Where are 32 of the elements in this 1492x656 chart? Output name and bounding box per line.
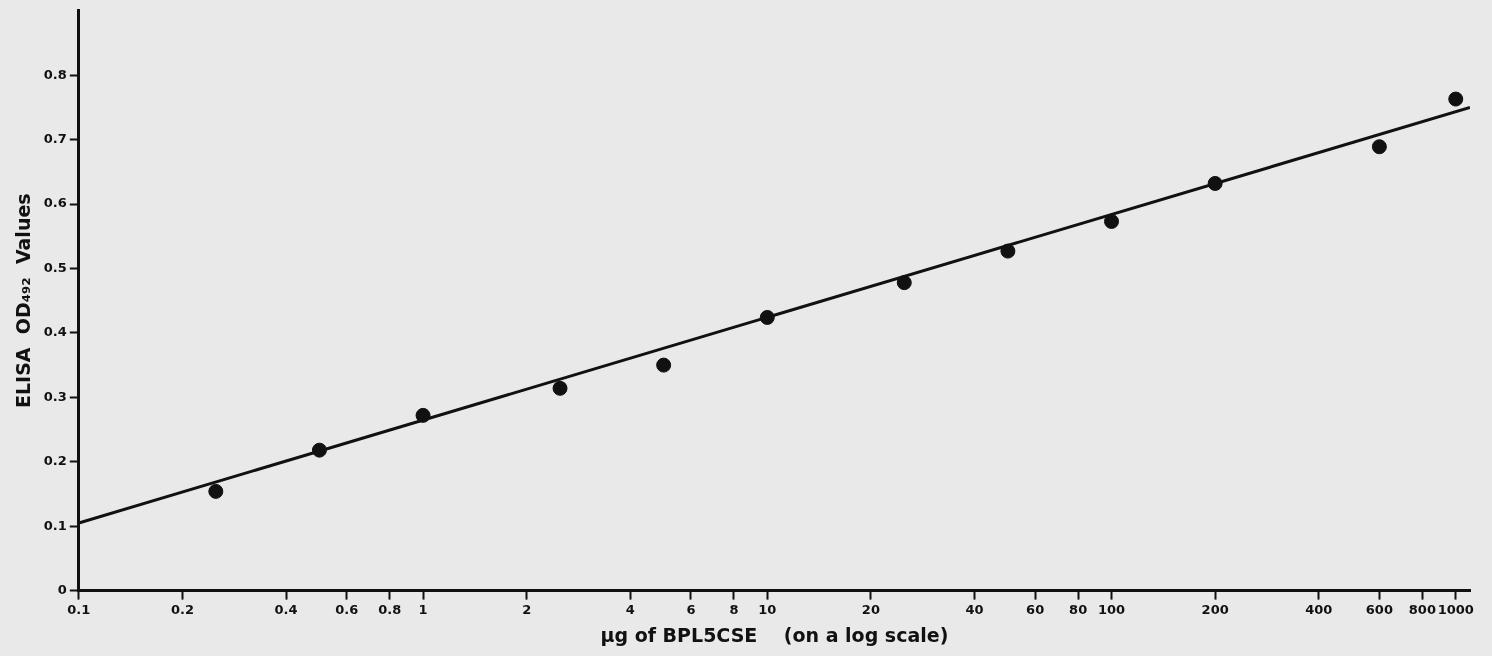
x-tick-label: 1000 bbox=[1437, 601, 1474, 617]
y-tick-label: 0.5 bbox=[43, 259, 67, 275]
x-tick-label: 2 bbox=[522, 601, 532, 617]
x-tick-label: 600 bbox=[1365, 601, 1393, 617]
x-tick-label: 1 bbox=[418, 601, 428, 617]
x-tick-label: 800 bbox=[1408, 601, 1436, 617]
x-tick-label: 0.8 bbox=[378, 601, 402, 617]
x-tick-label: 10 bbox=[758, 601, 777, 617]
x-tick-label: 40 bbox=[965, 601, 984, 617]
x-tick-label: 200 bbox=[1201, 601, 1229, 617]
y-tick-label: 0.8 bbox=[43, 66, 67, 82]
y-tick-label: 0.7 bbox=[43, 131, 67, 147]
y-axis-title: ELISA OD₄₉₂ Values bbox=[12, 193, 35, 409]
x-tick-label: 0.2 bbox=[170, 601, 194, 617]
y-tick-label: 0.6 bbox=[43, 195, 67, 211]
y-tick-label: 0.2 bbox=[43, 453, 67, 469]
y-tick-label: 0.4 bbox=[43, 324, 67, 340]
x-tick-label: 100 bbox=[1097, 601, 1126, 617]
x-tick-label: 80 bbox=[1069, 601, 1088, 617]
y-tick-label: 0.1 bbox=[43, 517, 67, 533]
x-tick-label: 4 bbox=[625, 601, 635, 617]
y-tick-label: 0.3 bbox=[43, 388, 67, 404]
x-tick-label: 8 bbox=[729, 601, 739, 617]
x-tick-label: 0.4 bbox=[274, 601, 298, 617]
y-tick-label: 0 bbox=[57, 581, 67, 597]
x-tick-label: 6 bbox=[686, 601, 696, 617]
x-tick-label: 20 bbox=[861, 601, 880, 617]
x-axis-title: µg of BPL5CSE (on a log scale) bbox=[600, 623, 949, 646]
x-tick-label: 0.1 bbox=[67, 601, 91, 617]
x-tick-label: 60 bbox=[1026, 601, 1045, 617]
x-tick-label: 400 bbox=[1305, 601, 1333, 617]
x-tick-label: 0.6 bbox=[335, 601, 359, 617]
